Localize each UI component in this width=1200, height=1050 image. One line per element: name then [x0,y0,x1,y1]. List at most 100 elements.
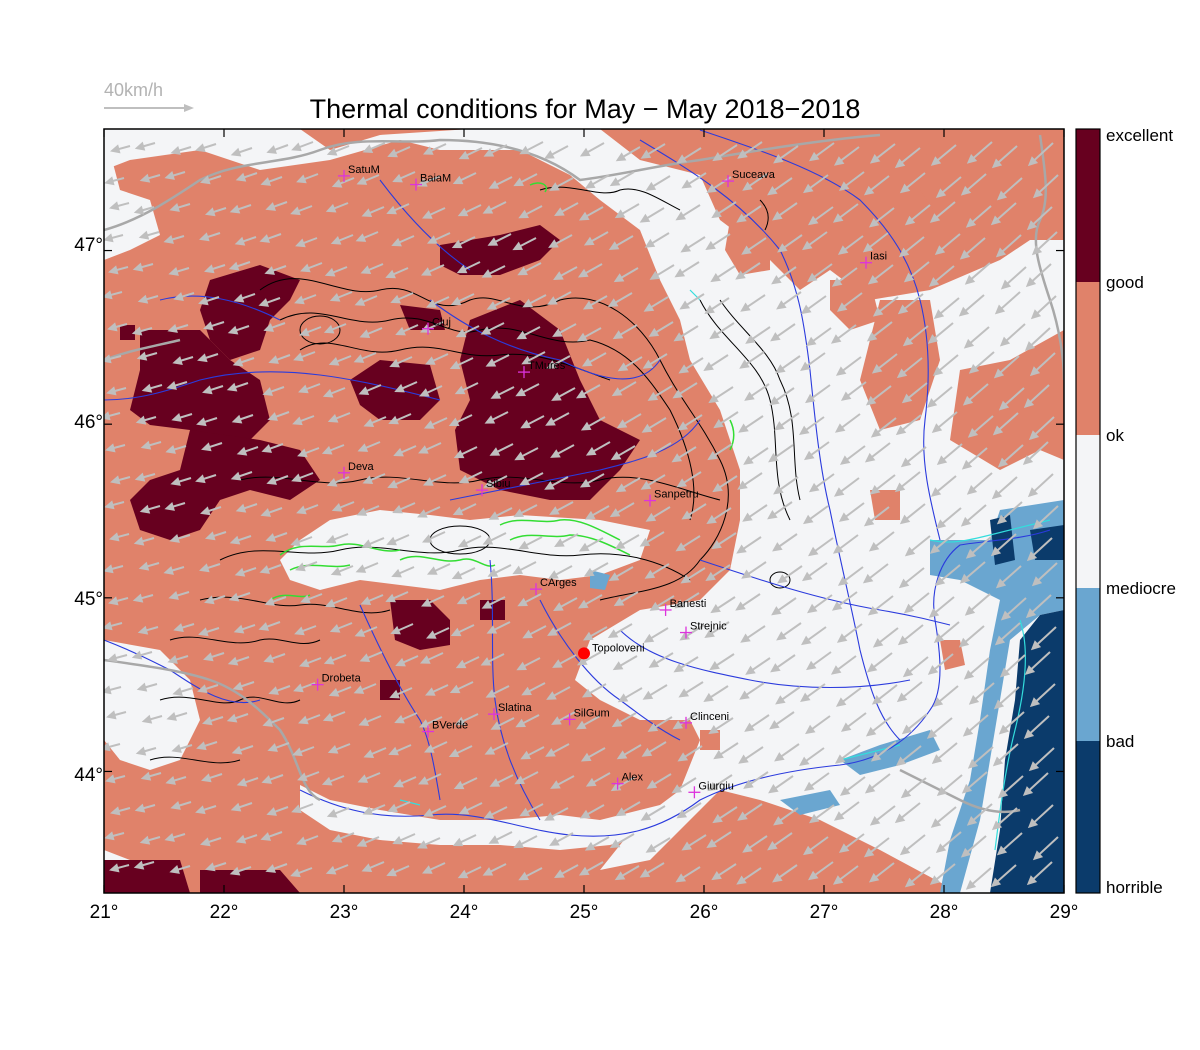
wind-arrow-head [518,871,529,881]
wind-arrow-head [134,472,146,482]
wind-arrow-head [229,866,241,876]
wind-arrow-head [1022,455,1034,466]
city-label: TMures [528,360,566,372]
wind-arrow-head [933,309,945,319]
y-tick-label: 45° [74,589,103,610]
wind-arrow-head [390,625,401,635]
wind-arrow-head [421,267,432,276]
wind-arrow-head [197,353,208,363]
wind-arrow-head [201,773,212,783]
wind-arrow-head [991,489,1003,500]
wind-arrow-head [808,546,819,557]
wind-arrow-head [139,173,151,183]
wind-arrow-head [898,247,910,258]
wind-arrow-head [803,845,814,856]
wind-arrow-head [649,601,661,611]
wind-arrow-head [993,699,1005,710]
map-area: SatuM BaiaM Suceava Iasi Cluj TMures Deva Sibiu… [104,129,1064,893]
wind-arrow-head [484,415,496,424]
wind-arrow-head [928,277,940,287]
wind-arrow-head [458,150,470,160]
city-label: Slatina [498,702,533,714]
wind-arrow-head [422,865,433,874]
wind-arrow-head [712,814,723,824]
wind-arrow-head [934,245,946,256]
wind-vectors [104,141,1059,890]
wind-arrow-head [1000,610,1012,621]
wind-arrow-head [104,742,111,752]
wind-arrow-head [354,297,366,306]
wind-arrow-head [423,744,435,753]
wind-arrow-head [203,321,214,331]
wind-arrow-head [234,567,246,577]
x-tick-label: 28° [929,902,959,923]
wind-arrow-head [894,813,906,824]
colorbar-label-horrible: horrible [1106,878,1163,897]
wind-arrow-head [770,332,781,342]
wind-arrow-head [707,781,718,792]
wind-arrow-head [331,179,343,188]
wind-arrow-head [359,329,371,338]
city-marker: BaiaM [410,173,451,191]
wind-arrow-head [585,446,597,456]
wind-arrow-head [679,300,691,310]
wind-arrow-head [743,455,754,465]
wind-arrow-head [513,839,524,849]
wind-arrow-head [771,275,782,285]
wind-arrow-head [521,686,532,696]
wind-arrow-head [649,270,661,280]
wind-arrow-head [357,774,369,783]
wind-arrow-head [170,146,181,155]
wind-arrow-head [549,837,560,846]
wind-arrow-head [133,860,145,870]
wind-arrow-head [647,722,659,732]
wind-arrow-head [675,542,687,552]
wind-arrow-head [259,234,271,243]
wind-arrow-head [739,690,750,700]
wind-arrow-head [575,389,587,399]
colorbar-mediocre-swatch [1076,588,1100,741]
wind-arrow-head [170,801,181,810]
wind-arrow-head [708,393,719,404]
wind-arrow-head [260,177,272,186]
wind-arrow-head [705,571,716,582]
wind-arrow-head [326,808,338,818]
wind-arrow-head [393,778,404,788]
wind-arrow-head [300,594,311,604]
wind-arrow-head [936,786,948,797]
wind-arrow-head [353,685,365,694]
wind-arrow-head [417,509,428,518]
wind-arrow-head [137,294,149,304]
wind-arrow-head [583,236,595,246]
wind-arrow-head [1027,487,1039,498]
wind-arrow-head [929,875,941,885]
wind-arrow-head [551,716,562,725]
wind-arrow-head [516,661,527,671]
wind-arrow-head [671,453,683,463]
wind-arrow-head [231,745,243,755]
wind-arrow-head [804,450,815,461]
wind-arrow-head [106,710,117,720]
wind-arrow-head [107,653,118,663]
wind-arrow-head [897,304,909,315]
wind-arrow-head [580,752,592,762]
wind-arrow-head [613,273,625,283]
wind-arrow-head [104,685,112,695]
wind-arrow-head [325,203,337,213]
city-label: SatuM [348,164,380,176]
wind-arrow-head [737,480,748,490]
wind-arrow-head [108,265,119,275]
wind-arrow-head [735,601,746,611]
wind-arrow-head [481,600,493,609]
wind-arrow-head [1025,608,1037,619]
wind-arrow-head [132,593,144,603]
wind-arrow-head [1032,519,1044,530]
wind-arrow-head [583,567,595,577]
wind-arrow-head [196,417,207,427]
wind-arrow-head [927,665,939,675]
wind-arrow-head [744,391,755,401]
wind-arrow-head [512,241,524,251]
wind-arrow-head [904,546,916,557]
city-marker: Deva [338,461,375,479]
wind-arrow-head [554,538,565,547]
